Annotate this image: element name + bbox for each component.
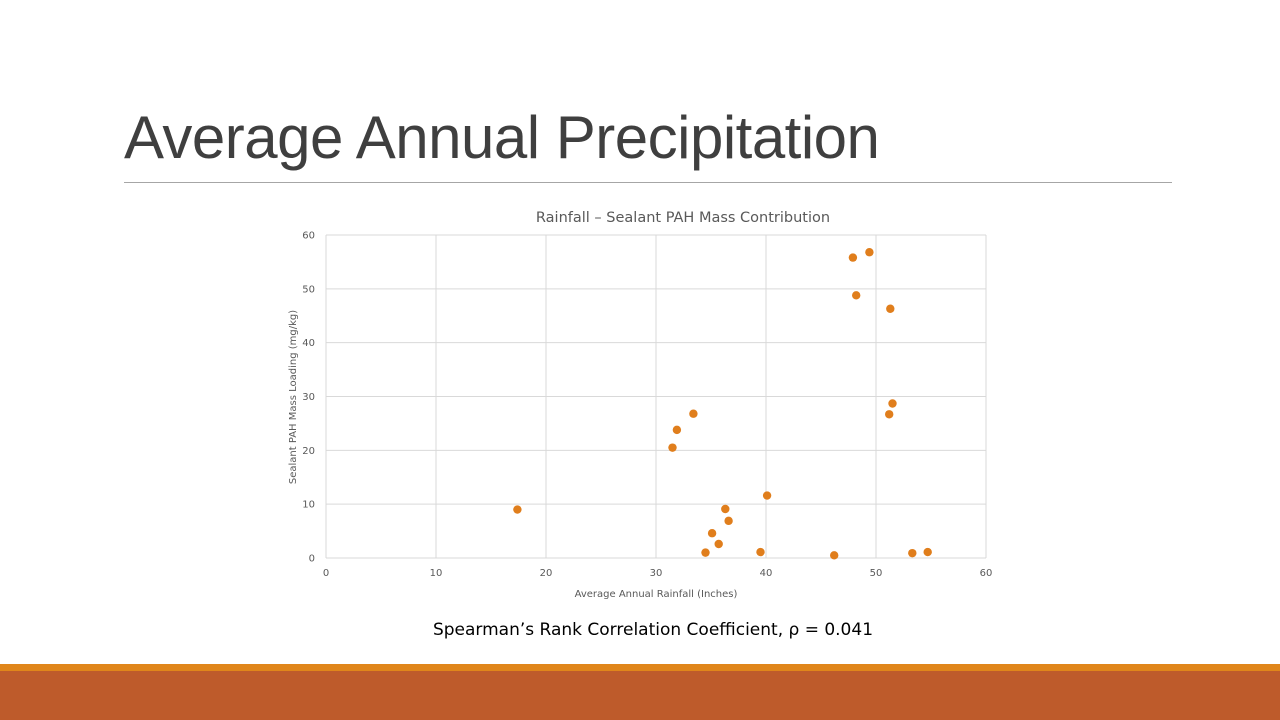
chart-title: Rainfall – Sealant PAH Mass Contribution (536, 210, 830, 226)
spearman-caption: Spearman’s Rank Correlation Coefficient,… (432, 620, 874, 640)
x-axis-label: Average Annual Rainfall (Inches) (575, 589, 738, 600)
x-tick-label: 50 (870, 568, 883, 579)
x-tick-label: 30 (650, 568, 663, 579)
y-tick-label: 40 (302, 338, 315, 349)
footer-band (0, 671, 1280, 720)
data-point (672, 425, 682, 435)
x-tick-label: 60 (980, 568, 993, 579)
data-point (668, 443, 677, 452)
data-point (923, 547, 932, 557)
data-point (865, 248, 874, 257)
x-tick-label: 0 (323, 568, 329, 579)
data-point (848, 253, 858, 262)
data-point (762, 491, 772, 500)
data-point (756, 547, 765, 557)
data-point (701, 548, 710, 557)
data-point (721, 504, 730, 514)
footer-accent-strip (0, 664, 1280, 671)
y-tick-label: 0 (309, 554, 315, 565)
data-points (513, 248, 932, 560)
gridlines (325, 234, 987, 559)
data-point (714, 539, 723, 549)
y-axis-label: Sealant PAH Mass Loading (mg/kg) (288, 310, 299, 484)
data-point (886, 304, 895, 313)
x-tick-label: 40 (760, 568, 773, 579)
scatter-chart: Rainfall – Sealant PAH Mass Contribution… (288, 210, 993, 600)
data-point (888, 399, 897, 408)
data-point (830, 551, 839, 560)
slide-title: Average Annual Precipitation (124, 104, 880, 171)
y-tick-label: 30 (302, 392, 315, 403)
y-tick-label: 50 (302, 284, 315, 295)
data-point (885, 410, 894, 419)
x-tick-label: 20 (540, 568, 553, 579)
y-axis-ticks: 0 10 20 30 40 50 60 (302, 231, 315, 565)
data-point (707, 529, 717, 538)
data-point (689, 409, 698, 418)
data-point (513, 505, 522, 514)
title-divider (124, 182, 1172, 183)
data-point (724, 516, 733, 526)
y-tick-label: 20 (302, 446, 315, 457)
data-point (852, 291, 861, 300)
y-tick-label: 60 (302, 231, 315, 242)
y-tick-label: 10 (302, 500, 315, 511)
x-tick-label: 10 (430, 568, 443, 579)
data-point (908, 548, 917, 558)
x-axis-ticks: 0 10 20 30 40 50 60 (323, 568, 993, 579)
